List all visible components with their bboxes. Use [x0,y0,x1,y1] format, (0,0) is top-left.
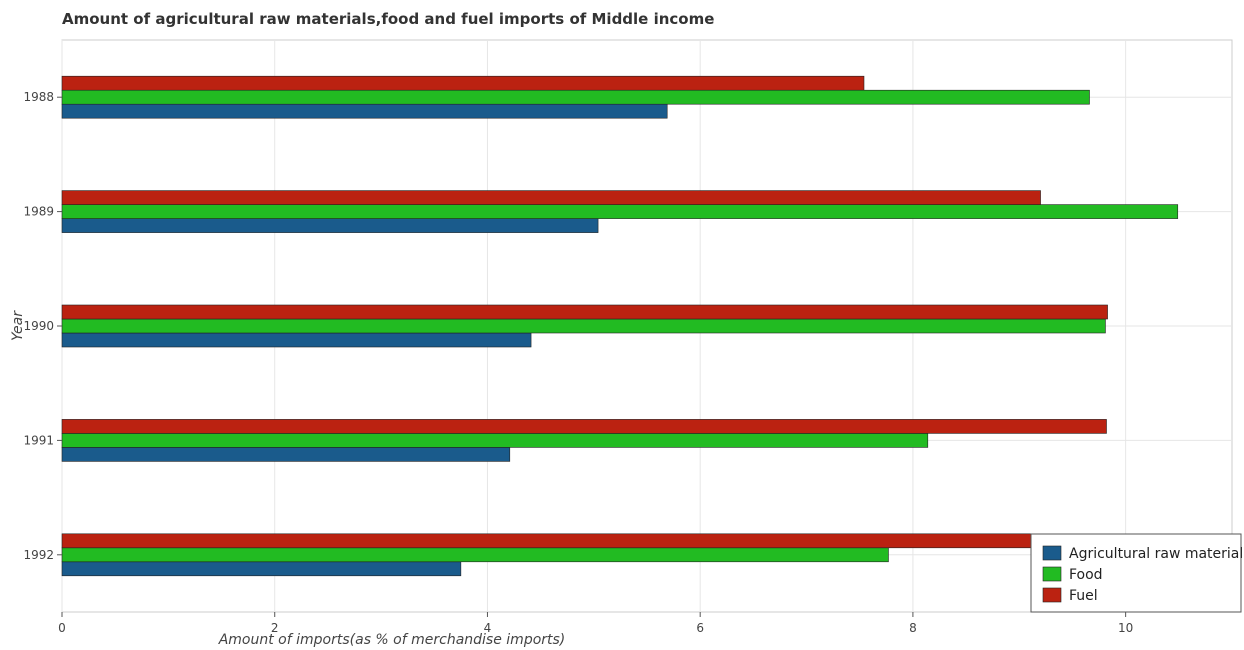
x-tick-label: 2 [271,621,279,635]
y-tick-label: 1990 [23,319,54,333]
bar-food-1988 [61,89,1090,105]
x-tick-label: 10 [1118,621,1133,635]
legend-swatch [1042,545,1062,561]
legend-label: Agricultural raw materials [1069,546,1244,562]
bar-fuel-1990 [61,304,1108,320]
y-axis-ticks: 1988 1989 1990 1991 1992 [23,90,62,562]
x-axis-title: Amount of imports(as % of merchandise im… [218,632,566,648]
legend-swatch [1042,566,1062,582]
y-tick-label: 1992 [23,548,54,562]
y-tick-label: 1991 [23,433,54,447]
x-tick-label: 6 [696,621,704,635]
bar-food-1989 [61,204,1179,219]
bar-food-1991 [61,433,929,448]
legend-label: Fuel [1069,588,1098,604]
bar-food-1990 [61,318,1106,334]
legend: Agricultural raw materials Food Fuel [1030,533,1244,613]
x-tick-label: 4 [484,621,492,635]
bar-agricultural-raw-materials-1988 [61,103,668,119]
y-tick-label: 1989 [23,205,54,219]
bar-agricultural-raw-materials-1992 [61,561,462,577]
bar-agricultural-raw-materials-1989 [61,218,599,233]
bar-fuel-1988 [61,75,865,91]
bar-food-1992 [61,547,889,563]
bar-agricultural-raw-materials-1991 [61,447,511,462]
chart-title: Amount of agricultural raw materials,foo… [62,10,714,28]
bars [61,75,1179,577]
x-tick-label: 0 [58,621,66,635]
bar-fuel-1989 [61,190,1041,205]
y-axis-title: Year [10,310,26,341]
bar-fuel-1991 [61,419,1107,434]
legend-box [1030,533,1242,613]
legend-label: Food [1069,567,1103,583]
legend-swatch [1042,587,1062,603]
bar-fuel-1992 [61,533,1099,549]
x-tick-label: 8 [909,621,917,635]
y-tick-label: 1988 [23,90,54,104]
bar-agricultural-raw-materials-1990 [61,332,532,348]
x-axis-ticks: 0 2 4 6 8 10 [58,612,1133,635]
